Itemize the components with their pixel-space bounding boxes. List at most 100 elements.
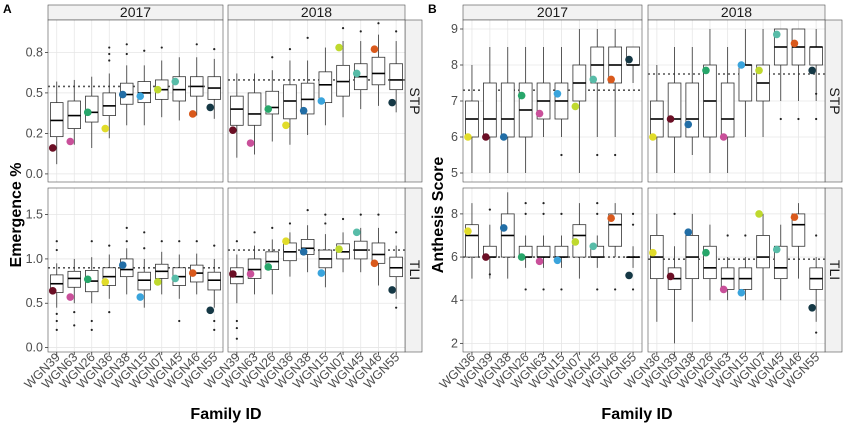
outlier-WGN45	[359, 30, 362, 33]
outlier-WGN45	[178, 240, 181, 243]
family-point-WGN46	[370, 259, 379, 268]
outlier-WGN45	[596, 202, 599, 205]
outlier-WGN39	[55, 248, 58, 252]
y-tick-label-a-2017-stp: 0.0	[26, 167, 43, 181]
outlier-WGN15	[560, 153, 563, 157]
outlier-WGN39	[235, 326, 238, 330]
family-point-WGN38	[499, 224, 508, 232]
plot-layer: 2017 2018STPTLI0.00.20.50.80.00.51.01.5WG…	[22, 4, 843, 392]
outlier-WGN15	[560, 212, 563, 215]
family-point-WGN39	[482, 133, 490, 141]
family-point-WGN07	[571, 238, 580, 246]
y-tick-label-b-2017-stp: 6	[451, 130, 458, 144]
family-point-WGN45	[589, 75, 598, 84]
y-tick-label-a-2017-tli: 1.0	[26, 252, 43, 266]
y-tick-label-b-2017-stp: 8	[451, 58, 458, 72]
outlier-WGN39	[235, 240, 238, 243]
panel-letter-a: A	[3, 2, 12, 16]
box-WGN55	[389, 63, 403, 91]
box-WGN55	[207, 271, 221, 291]
box-WGN15	[554, 245, 569, 258]
family-point-WGN46	[790, 213, 799, 221]
outlier-WGN39	[673, 212, 676, 215]
family-point-WGN45	[171, 77, 180, 86]
family-point-WGN55	[388, 286, 396, 294]
family-point-WGN15	[317, 269, 326, 277]
family-point-WGN39	[666, 272, 675, 281]
outlier-WGN46	[377, 22, 380, 25]
family-point-WGN63	[66, 293, 75, 301]
outlier-WGN26	[271, 56, 274, 59]
outlier-WGN36	[108, 46, 111, 49]
box-WGN46	[371, 242, 386, 264]
outlier-WGN07	[160, 46, 163, 49]
family-point-WGN55	[206, 306, 215, 315]
outlier-WGN55	[213, 48, 216, 51]
family-point-WGN38	[499, 133, 508, 141]
panel-border-b-2017-tli	[462, 187, 643, 353]
family-point-WGN38	[299, 248, 308, 256]
box-WGN15	[137, 271, 151, 291]
family-point-WGN36	[464, 227, 472, 235]
family-point-WGN15	[317, 97, 326, 105]
box-WGN63	[247, 92, 262, 126]
outlier-WGN55	[631, 288, 635, 291]
family-point-WGN38	[299, 106, 308, 115]
family-point-WGN15	[136, 293, 145, 301]
outlier-WGN15	[560, 288, 563, 291]
family-point-WGN45	[352, 228, 361, 237]
outlier-WGN38	[125, 226, 128, 229]
family-point-WGN26	[702, 248, 710, 257]
family-point-WGN39	[482, 253, 490, 261]
family-point-WGN07	[335, 245, 343, 253]
outlier-WGN36	[108, 244, 111, 247]
box-WGN39	[483, 82, 497, 138]
family-point-WGN36	[649, 133, 657, 141]
box-WGN38	[500, 82, 515, 138]
outlier-WGN39	[488, 273, 491, 276]
family-point-WGN36	[101, 124, 110, 133]
strip-label-b-2017: 2017	[537, 4, 568, 20]
outlier-WGN15	[324, 222, 327, 225]
outlier-WGN38	[125, 52, 128, 56]
y-tick-label-a-2017-stp: 0.2	[26, 126, 43, 140]
family-point-WGN36	[282, 237, 290, 245]
family-point-WGN39	[48, 287, 57, 295]
x-axis-title-b: Family ID	[601, 406, 672, 423]
outlier-WGN45	[596, 288, 599, 291]
outlier-WGN46	[377, 213, 380, 216]
family-point-WGN63	[246, 270, 255, 278]
outlier-WGN38	[125, 43, 128, 46]
box-WGN63	[536, 245, 551, 258]
outlier-WGN26	[271, 226, 274, 229]
panel-border-b-2017-stp	[462, 19, 643, 183]
family-point-WGN63	[66, 137, 75, 146]
outlier-WGN55	[213, 319, 216, 323]
outlier-WGN15	[143, 49, 146, 52]
family-point-WGN46	[790, 39, 799, 48]
family-point-WGN39	[229, 126, 237, 134]
outlier-WGN63	[726, 234, 729, 237]
outlier-WGN63	[73, 324, 76, 327]
box-WGN46	[791, 213, 806, 247]
outlier-WGN55	[815, 117, 818, 121]
box-WGN63	[67, 270, 81, 288]
family-point-WGN07	[153, 278, 162, 286]
panel-border-b-2018-stp	[647, 19, 826, 183]
outlier-WGN39	[235, 337, 238, 340]
outlier-WGN36	[108, 311, 111, 314]
outlier-WGN55	[395, 30, 398, 33]
family-point-WGN63	[535, 257, 544, 266]
outlier-WGN46	[797, 117, 800, 121]
outlier-WGN45	[779, 117, 782, 121]
outlier-WGN55	[815, 234, 818, 237]
family-point-WGN26	[264, 105, 273, 113]
outlier-WGN26	[90, 240, 93, 243]
family-point-WGN26	[83, 275, 92, 284]
box-WGN38	[685, 82, 700, 138]
panel-border-b-2018-tli	[647, 187, 826, 353]
box-WGN36	[102, 92, 116, 116]
y-tick-label-b-2017-stp: 7	[451, 94, 458, 108]
outlier-WGN45	[596, 212, 599, 215]
y-tick-label-b-2017-tli: 4	[451, 293, 458, 307]
